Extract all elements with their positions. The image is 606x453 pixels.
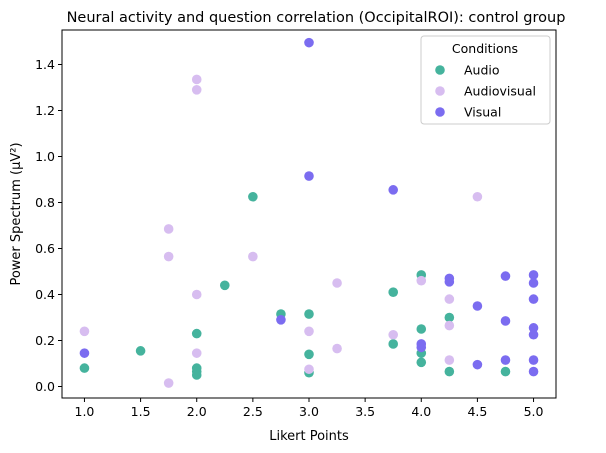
- data-point: [332, 278, 342, 288]
- data-point: [191, 328, 202, 339]
- data-point: [388, 287, 399, 298]
- data-point: [163, 378, 174, 388]
- data-point: [472, 359, 483, 370]
- data-point: [388, 329, 399, 340]
- data-point: [528, 355, 539, 365]
- legend-marker: [435, 107, 445, 117]
- data-point: [79, 326, 90, 337]
- x-tick-label: 3.5: [355, 404, 375, 419]
- data-point: [444, 277, 455, 287]
- data-point: [528, 270, 539, 280]
- data-point: [248, 191, 258, 202]
- x-tick-label: 2.0: [187, 404, 207, 419]
- data-point: [304, 364, 314, 375]
- data-point: [191, 85, 202, 95]
- data-point: [191, 348, 202, 358]
- y-tick-label: 1.4: [35, 57, 55, 72]
- data-point: [388, 185, 399, 195]
- data-point: [444, 294, 455, 304]
- data-point: [472, 191, 483, 202]
- data-point: [416, 357, 427, 368]
- data-point: [500, 316, 511, 326]
- data-point: [444, 355, 455, 365]
- x-axis-label: Likert Points: [269, 429, 349, 444]
- y-tick-label: 0.6: [35, 241, 55, 256]
- data-point: [304, 37, 314, 48]
- data-point: [416, 275, 427, 286]
- legend-frame: [420, 35, 551, 125]
- x-tick-label: 5.0: [524, 404, 544, 419]
- data-points: [79, 37, 539, 388]
- data-point: [79, 348, 90, 358]
- legend-marker: [435, 86, 445, 96]
- data-point: [191, 289, 202, 300]
- y-tick-label: 0.4: [35, 287, 55, 302]
- y-tick-label: 0.8: [35, 195, 55, 210]
- legend-label: Audio: [464, 63, 500, 78]
- x-tick-label: 4.0: [411, 404, 431, 419]
- data-point: [191, 370, 202, 380]
- data-point: [332, 343, 342, 354]
- chart-title: Neural activity and question correlation…: [67, 10, 566, 26]
- legend: Conditions Audio Audiovisual Visual: [420, 35, 551, 125]
- data-point: [500, 355, 511, 365]
- data-point: [500, 271, 511, 281]
- data-point: [528, 329, 539, 340]
- data-point: [500, 366, 511, 377]
- y-axis-label: Power Spectrum (µV²): [9, 142, 24, 285]
- data-point: [219, 280, 230, 291]
- legend-title: Conditions: [452, 41, 518, 56]
- y-tick-label: 1.0: [35, 149, 55, 164]
- data-point: [135, 346, 146, 356]
- data-point: [248, 251, 258, 262]
- data-point: [191, 74, 202, 85]
- legend-marker: [435, 65, 445, 75]
- data-point: [388, 339, 399, 349]
- y-tick-label: 0.0: [35, 379, 55, 394]
- y-tick-label: 1.2: [35, 103, 55, 118]
- data-point: [472, 301, 483, 311]
- data-point: [528, 366, 539, 377]
- data-point: [444, 366, 455, 377]
- x-axis-ticks: 1.0 1.5 2.0 2.5 3.0 3.5 4.0 4.5 5.0: [75, 398, 544, 419]
- data-point: [304, 309, 314, 319]
- data-point: [163, 224, 174, 234]
- x-tick-label: 1.0: [75, 404, 95, 419]
- data-point: [79, 363, 90, 373]
- data-point: [528, 294, 539, 304]
- legend-items: Audio Audiovisual Visual: [435, 63, 536, 120]
- data-point: [304, 349, 314, 360]
- y-tick-label: 0.2: [35, 333, 55, 348]
- x-tick-label: 4.5: [467, 404, 487, 419]
- x-tick-label: 3.0: [299, 404, 319, 419]
- data-point: [416, 342, 427, 353]
- y-axis-ticks: 0.0 0.2 0.4 0.6 0.8 1.0 1.2 1.4: [35, 57, 62, 394]
- data-point: [416, 324, 427, 334]
- data-point: [276, 315, 286, 325]
- x-tick-label: 2.5: [243, 404, 263, 419]
- data-point: [444, 312, 455, 323]
- data-point: [528, 323, 539, 333]
- data-point: [304, 171, 314, 181]
- legend-label: Audiovisual: [464, 84, 536, 99]
- data-point: [304, 326, 314, 337]
- x-tick-label: 1.5: [131, 404, 151, 419]
- legend-label: Visual: [464, 105, 501, 120]
- data-point: [163, 251, 174, 262]
- data-point: [444, 320, 455, 331]
- data-point: [528, 278, 539, 288]
